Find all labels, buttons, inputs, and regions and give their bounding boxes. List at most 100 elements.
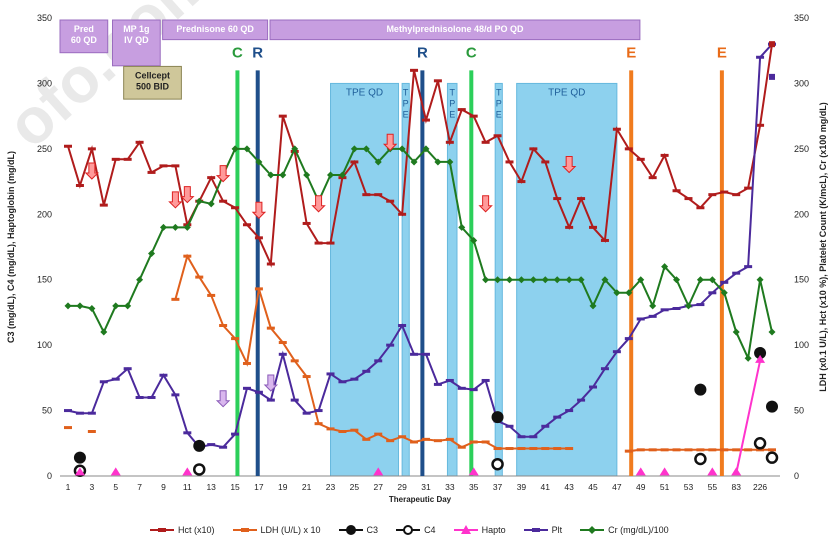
cellcept-label: Cellcept [135,70,170,80]
legend-swatch [580,526,605,534]
y-right-tick-label: 350 [794,13,809,23]
series-cr-point [124,302,132,310]
legend-item: Hapto [453,524,506,536]
treatment-box [269,19,641,41]
series-cr-point [434,158,442,166]
x-tick-label: 49 [636,482,646,492]
y-right-tick-label: 50 [794,406,804,416]
series-hct-line [67,44,773,268]
legend-swatch [150,528,174,532]
legend-label: Hct (x10) [178,525,215,535]
event-letter: C [232,44,243,61]
series-hapto-point [373,467,384,476]
transfusion-arrow [382,133,398,151]
x-tick-label: 31 [421,482,431,492]
legend-item: C4 [396,524,436,536]
legend-item: C3 [338,524,378,536]
x-tick-label: 45 [588,482,598,492]
series-cr-point [684,302,692,310]
series-cr-point [565,276,573,284]
series-cr-point [195,197,203,205]
series-cr-point [159,223,167,231]
tpe-label: T [449,87,455,97]
series-hapto-point [635,467,646,476]
x-tick-label: 226 [753,482,767,492]
series-cr-point [231,145,239,153]
transfusion-arrow [251,201,267,219]
y-left-tick-label: 350 [37,13,52,23]
series-c3-point [73,451,86,464]
series-hapto-point [707,467,718,476]
series-c4-point [694,452,707,466]
series-c4-point [491,457,504,471]
series-cr-point [696,276,704,284]
treatment-label: Methylprednisolone 48/d PO QD [386,24,524,34]
series-cr-point [88,305,96,313]
y-left-tick-label: 50 [42,406,52,416]
x-tick-label: 35 [469,482,479,492]
series-cr-point [553,276,561,284]
x-tick-label: 37 [493,482,503,492]
series-hapto-line [735,360,762,474]
x-tick-label: 47 [612,482,622,492]
treatment-label: MP 1g [123,24,149,34]
cellcept-label: 500 BID [136,81,170,91]
series-cr-point [327,171,335,179]
series-cr-point [517,276,525,284]
x-tick-label: 33 [445,482,455,492]
x-tick-label: 53 [684,482,694,492]
x-tick-label: 7 [137,482,142,492]
legend-label: Plt [551,525,563,535]
series-hapto-point [182,467,193,476]
series-cr-point [338,171,346,179]
transfusion-arrow [215,165,231,183]
series-cr-point [148,250,156,258]
x-tick-label: 39 [517,482,527,492]
legend-item: Plt [523,524,563,536]
tpe-label: P [496,98,502,108]
series-cr-point [303,171,311,179]
series-c3-point [193,439,206,452]
series-cr-point [446,158,454,166]
platelet-arrow [263,374,279,392]
series-cr-point [601,276,609,284]
y-left-tick-label: 300 [37,78,52,88]
series-cr-point [76,302,84,310]
tpe-label: TPE QD [346,87,383,98]
event-letter: C [466,44,477,61]
treatment-label: 60 QD [71,35,98,45]
x-tick-label: 19 [278,482,288,492]
series-c4-point [765,451,779,464]
x-tick-label: 23 [326,482,336,492]
y-left-tick-label: 0 [47,471,52,481]
series-cr-point [756,276,764,284]
series-cr-point [279,171,287,179]
series-hapto-point [74,467,85,476]
treatment-box [162,19,269,41]
x-axis-title: Therapeutic Day [389,495,452,504]
legend-label: C4 [424,525,436,535]
treatment-box [59,19,109,54]
y-right-tick-label: 100 [794,340,809,350]
series-c4-point [193,463,206,476]
series-cr-point [136,276,144,284]
x-tick-label: 17 [254,482,264,492]
series-cr-point [589,302,597,310]
series-cr-point [637,276,645,284]
x-tick-label: 43 [564,482,574,492]
x-tick-label: 13 [206,482,216,492]
tpe-label: P [403,98,409,108]
series-c3-point [491,411,504,424]
y-right-tick-label: 0 [794,471,799,481]
legend-label: Hapto [481,525,506,535]
series-cr-point [374,158,382,166]
series-cr-point [255,158,263,166]
legend-item: Cr (mg/dL)/100 [580,524,669,536]
series-cr-point [350,145,358,153]
series-cr-point [291,145,299,153]
treatment-label: Prednisone 60 QD [176,24,254,34]
x-tick-label: 5 [113,482,118,492]
treatment-label: Pred [74,24,94,34]
legend-item: Hct (x10) [150,524,215,536]
